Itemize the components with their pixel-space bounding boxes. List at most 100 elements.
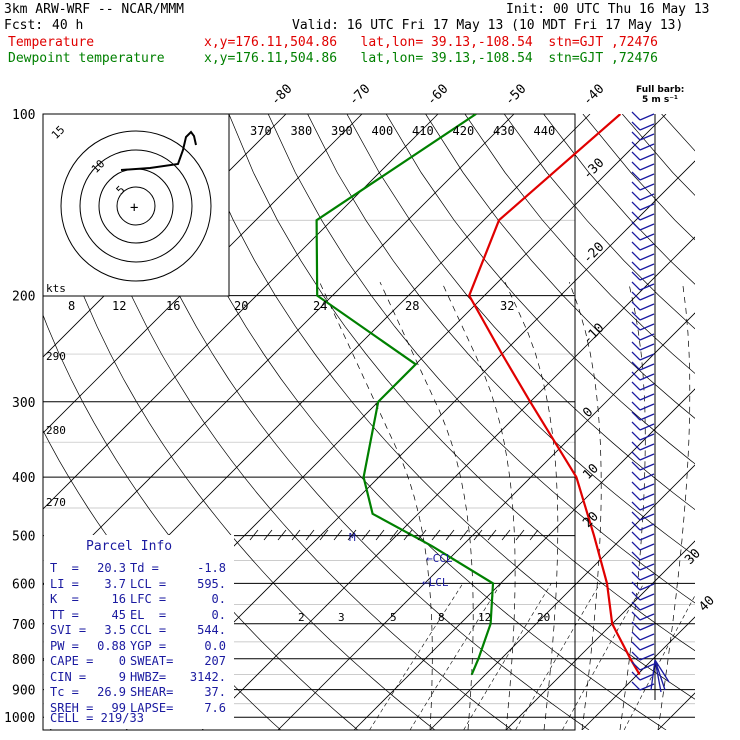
m-marker: M: [349, 531, 356, 544]
wind-barb: [631, 571, 655, 581]
parcel-cell: -1.8: [197, 561, 226, 575]
wind-barb: [631, 491, 655, 501]
moist-adiabat: [619, 282, 646, 730]
parcel-cell: T =: [50, 561, 79, 575]
wind-barb: [631, 171, 655, 181]
wind-barb: [631, 131, 655, 141]
parcel-cell: CELL = 219/33: [50, 711, 144, 725]
parcel-cell: 3.7: [104, 576, 126, 591]
parcel-cell: Td =: [130, 561, 159, 575]
wind-barb: [631, 181, 655, 191]
wind-barb: [631, 441, 655, 451]
isotherm-right-label: 40: [696, 593, 718, 615]
mixing-ratio-line: [369, 583, 464, 730]
mixing-ratio-label: 3: [338, 611, 345, 624]
parcel-row: SREH = 99 LAPSE= 7.6: [50, 701, 234, 717]
hodo-direction-label: 280: [46, 424, 66, 437]
wind-barb: [631, 311, 655, 321]
lcl-marker: ←LCL: [422, 576, 449, 589]
parcel-cell: SWEAT=: [130, 654, 174, 668]
wind-barb: [631, 321, 655, 331]
pressure-tick-label: 500: [12, 530, 35, 545]
isotherm-line: [581, 616, 695, 730]
parcel-cell: 3.5: [104, 623, 126, 637]
wind-barb: [631, 341, 655, 351]
wind-barb: [631, 161, 655, 171]
parcel-cell: LAPSE=: [130, 700, 174, 715]
wind-barb: [631, 611, 655, 621]
isotherm-line: [277, 312, 695, 730]
wind-barb: [631, 661, 655, 671]
level-tick: [445, 529, 455, 541]
pressure-tick-label: 900: [12, 684, 35, 699]
level-tick: [291, 529, 301, 541]
wind-barb: [631, 141, 655, 151]
parcel-cell: 16: [111, 592, 126, 606]
parcel-cell: 9: [118, 669, 126, 684]
parcel-cell: 207: [204, 654, 226, 668]
level-tick: [361, 529, 371, 541]
forecast-hour: 40 h: [52, 18, 84, 33]
isotherm-top-label: -60: [424, 82, 451, 109]
wind-barb: [631, 401, 655, 411]
level-tick: [333, 529, 343, 541]
mixing-ratio-line: [409, 583, 502, 730]
pressure-tick-label: 800: [12, 653, 35, 668]
level-tick: [263, 529, 273, 541]
hodo-center-plus: +: [130, 200, 138, 216]
dry-adiabat: [503, 114, 695, 330]
wind-barb: [631, 371, 655, 381]
wind-barb: [631, 251, 655, 261]
wind-barb: [631, 411, 655, 421]
full-barb-legend: Full barb: 5 m s⁻¹: [636, 85, 696, 105]
dry-adiabat: [43, 167, 436, 730]
pressure-tick-label: 1000: [4, 711, 35, 726]
isotherm-top-label: -50: [502, 82, 529, 109]
model-title: 3km ARW-WRF -- NCAR/MMM: [4, 2, 185, 17]
theta-label: 380: [291, 124, 313, 138]
isotherm-line: [201, 236, 695, 730]
hodo-direction-label: 290: [46, 350, 66, 363]
mixing-ratio-label: 12: [478, 611, 491, 624]
parcel-cell: 0.0: [204, 638, 226, 653]
mixing-ratio-label: 5: [390, 611, 397, 624]
pressure-tick-label: 100: [12, 108, 35, 123]
level-tick: [501, 529, 511, 541]
parcel-cell: EL =: [130, 607, 167, 622]
parcel-cell: PW =: [50, 638, 79, 653]
parcel-cell: SREH =: [50, 700, 94, 715]
parcel-row: LI = 3.7 LCL = 595.: [50, 577, 234, 593]
parcel-row: CIN = 9 HWBZ= 3142.: [50, 670, 234, 686]
dry-adiabat: [346, 114, 695, 511]
level-tick: [305, 529, 315, 541]
level-tick: [319, 529, 329, 541]
wind-barbs: [631, 111, 670, 700]
theta-label: 430: [493, 124, 515, 138]
parcel-cell: 45: [111, 607, 126, 622]
dry-adiabat: [110, 114, 590, 730]
level-tick: [375, 529, 385, 541]
wind-barb: [631, 361, 655, 371]
wind-barb: [631, 581, 655, 591]
dry-adiabat: [464, 114, 695, 374]
dry-adiabat: [385, 114, 695, 465]
parcel-cell: Tc =: [50, 685, 79, 699]
parcel-cell: 544.: [197, 623, 226, 637]
isotherm-right-label: -10: [580, 321, 607, 348]
wind-barb: [631, 221, 655, 231]
wind-barb: [631, 281, 655, 291]
theta-label: 400: [372, 124, 394, 138]
mixing-ratio-line: [515, 583, 601, 730]
mixing-ratio-line: [562, 583, 645, 730]
dewpoint-profile: [315, 114, 495, 676]
dry-adiabat: [307, 114, 695, 557]
hodo-speed-label: 12: [112, 299, 126, 313]
isotherm-line: [734, 114, 740, 730]
temperature-location: x,y=176.11,504.86 lat,lon= 39.13,-108.54…: [204, 35, 658, 50]
wind-barb: [631, 521, 655, 531]
wind-barb: [631, 631, 655, 641]
wind-barb: [631, 551, 655, 561]
isotherm-line: [429, 464, 695, 730]
isotherm-line: [43, 114, 439, 510]
parcel-cell: 0.88: [97, 638, 126, 653]
